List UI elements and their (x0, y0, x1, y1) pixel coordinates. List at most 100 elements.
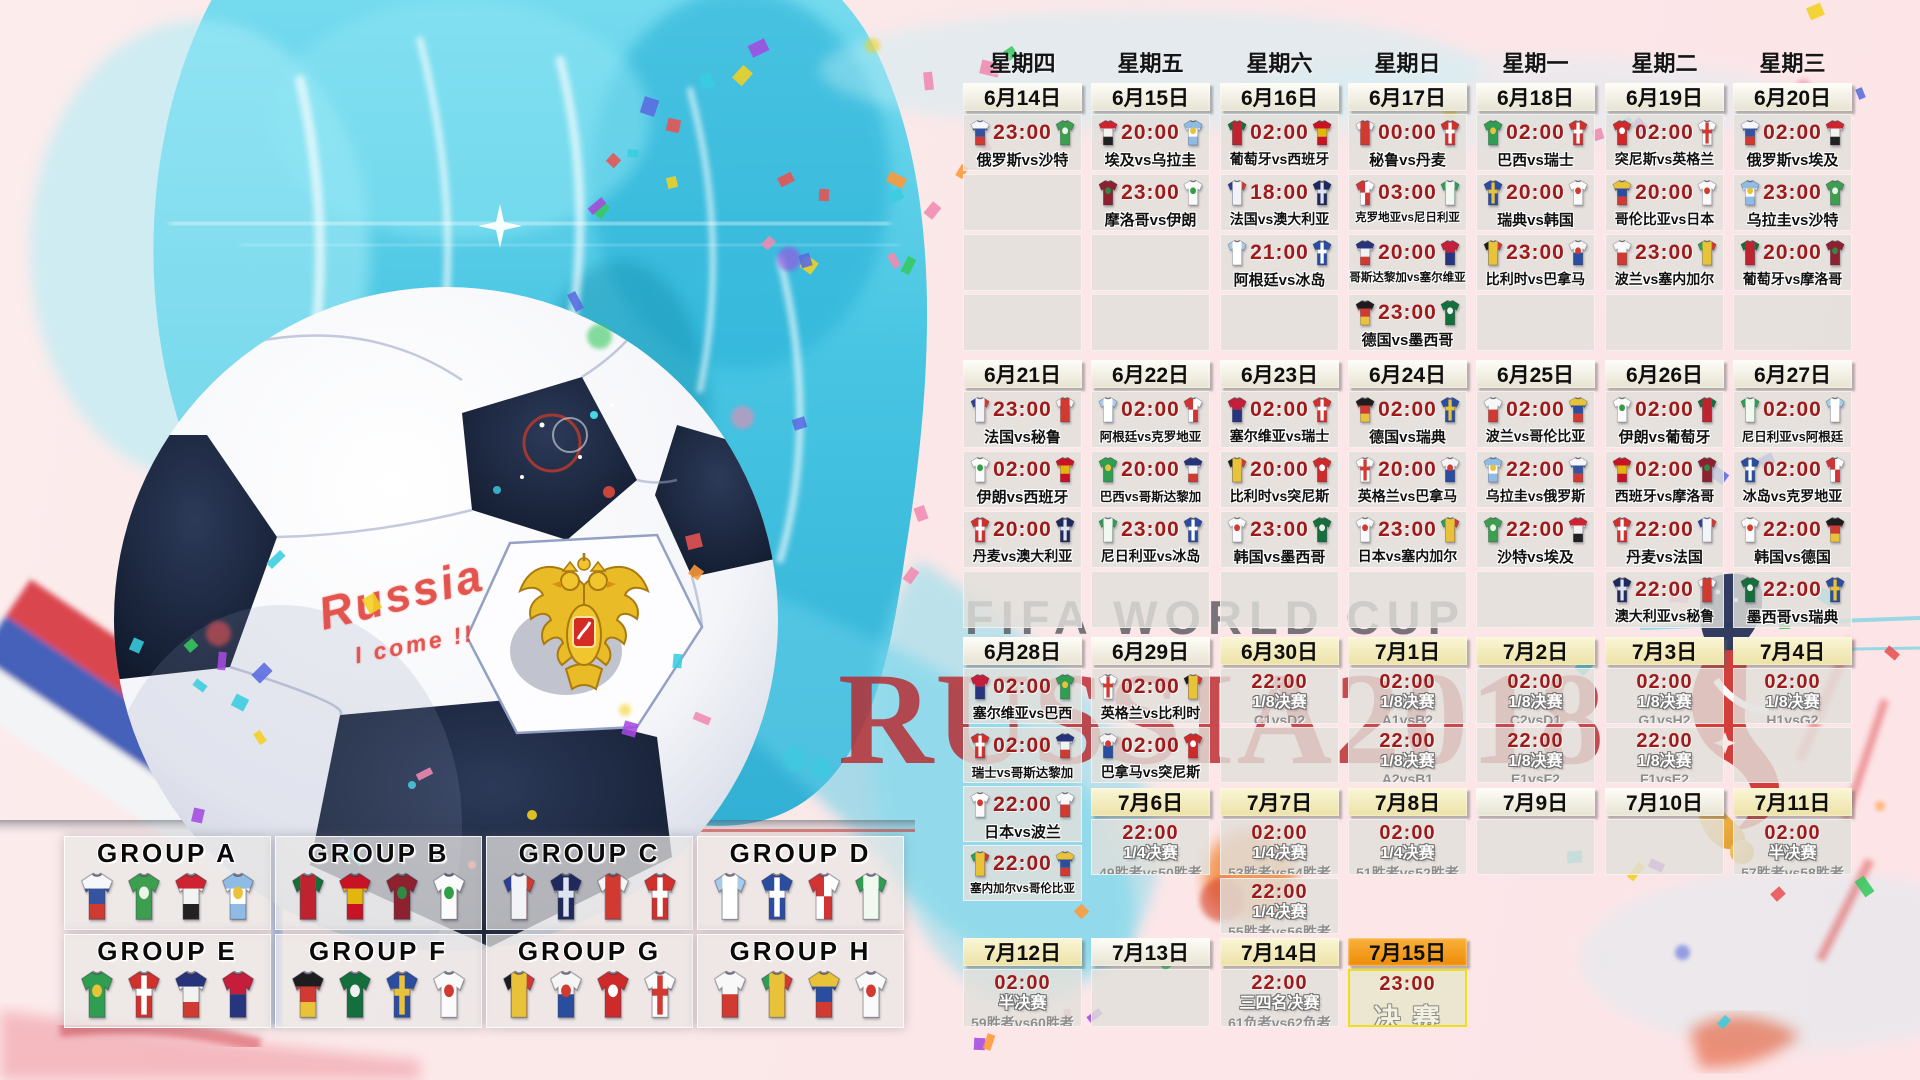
team-jersey-icon (760, 970, 794, 1019)
empty-day-cell (1091, 969, 1210, 1027)
team-jersey-icon (1055, 732, 1075, 759)
match-time: 02:00 (1379, 822, 1436, 844)
date-header: 6月20日 (1733, 83, 1852, 111)
match-header: 02:00 (964, 452, 1081, 486)
team-jersey-icon (502, 970, 535, 1019)
group-jerseys (487, 869, 692, 925)
knockout-match-cell: 22:00 1/8决赛 C1vsD2 (1220, 668, 1339, 724)
empty-day-cell (1091, 294, 1210, 351)
team-jersey-icon (1227, 396, 1247, 423)
match-cell: 23:00 比利时vs巴拿马 (1476, 234, 1595, 291)
team-jersey-icon (549, 872, 583, 921)
team-jersey-icon (1227, 239, 1247, 266)
team-jersey-icon (1568, 179, 1588, 206)
team-jersey-icon (1825, 179, 1845, 206)
russia-eagle-crest-icon (510, 553, 650, 695)
match-header: 02:00 (1606, 452, 1723, 486)
team-jersey-icon (1697, 239, 1717, 266)
match-cell: 02:00 德国vs瑞典 (1348, 391, 1467, 448)
group-jerseys (276, 967, 481, 1023)
match-time: 23:00 (1250, 518, 1309, 541)
date-header: 6月27日 (1733, 360, 1852, 388)
match-header: 03:00 (1349, 175, 1466, 209)
match-time: 23:00 (1635, 241, 1694, 264)
group-jerseys (487, 967, 692, 1023)
knockout-match-cell: 22:00 1/8决赛 A2vsB1 (1348, 727, 1467, 783)
match-time: 02:00 (1764, 822, 1821, 844)
knockout-pairing: 51胜者vs52胜者 (1356, 865, 1459, 875)
knockout-pairing: 57胜者vs58胜者 (1741, 865, 1844, 875)
match-teams-label: 突尼斯vs英格兰 (1614, 151, 1715, 167)
match-teams-label: 英格兰vs比利时 (1100, 705, 1201, 721)
team-jersey-icon (549, 970, 583, 1019)
team-jersey-icon (1697, 119, 1717, 146)
match-time: 20:00 (1121, 121, 1180, 144)
match-header: 23:00 (964, 115, 1081, 149)
team-jersey-icon (1740, 179, 1760, 206)
match-teams-label: 墨西哥vs瑞典 (1746, 609, 1839, 626)
match-header: 18:00 (1221, 175, 1338, 209)
date-header: 7月11日 (1733, 788, 1852, 816)
match-cell: 03:00 克罗地亚vs尼日利亚 (1348, 174, 1467, 231)
knockout-stage-label: 半决赛 (998, 995, 1047, 1012)
group-box: GROUP D (697, 836, 904, 930)
team-jersey-icon (1312, 119, 1332, 146)
match-header: 23:00 (1606, 235, 1723, 269)
team-jersey-icon (970, 396, 990, 423)
match-header: 23:00 (1349, 512, 1466, 546)
knockout-pairing: 61负者vs62负者 (1228, 1015, 1331, 1027)
match-time: 03:00 (1378, 181, 1437, 204)
match-time: 02:00 (1635, 458, 1694, 481)
match-time: 02:00 (1506, 398, 1565, 421)
team-jersey-icon (80, 970, 113, 1019)
match-cell: 23:00 波兰vs塞内加尔 (1605, 234, 1724, 291)
match-header: 02:00 (1092, 728, 1209, 762)
match-teams-label: 阿根廷vs冰岛 (1233, 272, 1326, 289)
team-jersey-icon (1312, 179, 1332, 206)
match-header: 22:00 (1606, 512, 1723, 546)
empty-day-cell (1348, 571, 1467, 628)
team-jersey-icon (1440, 456, 1460, 483)
match-cell: 20:00 巴西vs哥斯达黎加 (1091, 451, 1210, 508)
match-header: 22:00 (1477, 512, 1594, 546)
match-header: 02:00 (1477, 392, 1594, 426)
team-jersey-icon (807, 970, 841, 1019)
group-box: GROUP G (486, 934, 693, 1028)
team-jersey-icon (1098, 516, 1118, 543)
match-time: 22:00 (1251, 972, 1308, 994)
team-jersey-icon (596, 970, 630, 1019)
team-jersey-icon (1612, 516, 1632, 543)
knockout-stage-label: 1/8决赛 (1508, 694, 1563, 711)
match-time: 22:00 (1507, 730, 1564, 752)
match-header: 20:00 (1477, 175, 1594, 209)
group-box: GROUP H (697, 934, 904, 1028)
match-teams-label: 沙特vs埃及 (1497, 549, 1574, 566)
date-header: 6月26日 (1605, 360, 1724, 388)
team-jersey-icon (1740, 576, 1760, 603)
match-cell: 02:00 瑞士vs哥斯达黎加 (963, 727, 1082, 783)
empty-day-cell (963, 234, 1082, 291)
date-header: 6月15日 (1091, 83, 1210, 111)
knockout-match-cell: 02:00 1/4决赛 53胜者vs54胜者 (1220, 819, 1339, 875)
team-jersey-icon (1440, 239, 1460, 266)
match-time: 21:00 (1250, 241, 1309, 264)
knockout-stage-label: 1/8决赛 (1637, 694, 1692, 711)
team-jersey-icon (1825, 119, 1845, 146)
match-header: 20:00 (1221, 452, 1338, 486)
date-header: 7月4日 (1733, 637, 1852, 665)
match-cell: 02:00 巴拿马vs突尼斯 (1091, 727, 1210, 783)
match-header: 20:00 (1349, 235, 1466, 269)
empty-day-cell (1733, 727, 1852, 783)
match-time: 23:00 (1763, 181, 1822, 204)
knockout-match-cell: 22:00 1/8决赛 F1vsE2 (1605, 727, 1724, 783)
team-jersey-icon (970, 119, 990, 146)
team-jersey-icon (291, 872, 324, 921)
match-header: 23:00 (1349, 295, 1466, 329)
empty-day-cell (963, 294, 1082, 351)
match-cell: 02:00 俄罗斯vs埃及 (1733, 114, 1852, 171)
match-time: 20:00 (1378, 241, 1437, 264)
team-jersey-icon (1183, 456, 1203, 483)
match-time: 02:00 (1250, 398, 1309, 421)
date-header: 7月10日 (1605, 788, 1724, 816)
match-cell: 23:00 德国vs墨西哥 (1348, 294, 1467, 351)
